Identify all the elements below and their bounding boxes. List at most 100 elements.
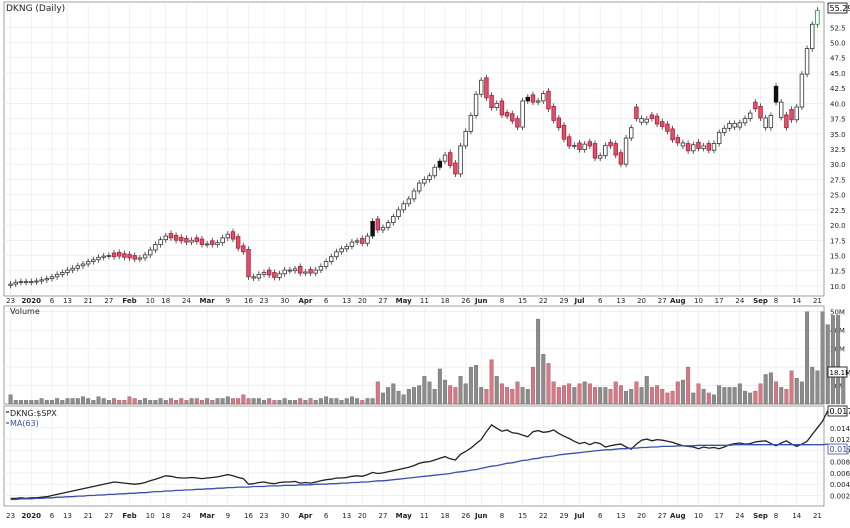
candle	[717, 133, 721, 144]
candle	[438, 161, 442, 167]
x-tick-label-0: 6	[324, 297, 329, 305]
candle	[598, 156, 602, 158]
candle	[159, 240, 163, 245]
x-tick-label-1: 20	[358, 512, 367, 520]
candle	[226, 234, 230, 238]
x-tick-label-0: 29	[560, 297, 569, 305]
volume-bar	[304, 400, 308, 404]
volume-bar	[562, 386, 566, 404]
candle	[485, 78, 489, 98]
x-tick-label-1: May	[396, 512, 412, 520]
volume-bar	[785, 389, 789, 404]
volume-bar	[154, 400, 158, 404]
volume-bar	[836, 315, 840, 404]
price-tick-label: 12.5	[830, 268, 846, 276]
candle	[816, 10, 820, 24]
candle	[759, 106, 763, 118]
x-tick-label-0: Jun	[474, 297, 488, 305]
volume-bar	[200, 400, 204, 404]
x-tick-label-1: 20	[637, 512, 646, 520]
candle	[412, 191, 416, 199]
x-tick-label-1: Apr	[298, 512, 312, 520]
volume-bar	[521, 387, 525, 404]
volume-bar	[583, 382, 587, 404]
candle	[402, 204, 406, 210]
candle	[278, 274, 282, 278]
volume-bar	[314, 400, 318, 404]
ma-series-label: MA(63)	[10, 419, 39, 428]
candle	[676, 137, 680, 142]
volume-bar	[128, 397, 132, 404]
candle	[314, 270, 318, 273]
x-tick-label-1: 24	[182, 512, 191, 520]
x-tick-label-1: 22	[539, 512, 548, 520]
volume-bar	[650, 387, 654, 404]
x-tick-label-1: 30	[280, 512, 289, 520]
volume-bar	[117, 400, 121, 404]
x-tick-label-0: Mar	[200, 297, 216, 305]
candle	[479, 80, 483, 94]
x-tick-label-0: 23	[6, 297, 15, 305]
price-tick-label: 27.5	[830, 176, 846, 184]
volume-bar	[759, 384, 763, 404]
candle	[128, 254, 132, 258]
candle	[340, 249, 344, 252]
volume-bar	[531, 367, 535, 404]
x-tick-label-1: 6	[598, 512, 603, 520]
x-tick-label-1: 14	[792, 512, 801, 520]
volume-bar	[66, 398, 70, 404]
candle	[179, 237, 183, 241]
volume-bar	[293, 400, 297, 404]
candle	[795, 107, 799, 120]
x-tick-label-1: 17	[715, 512, 724, 520]
volume-bar	[733, 387, 737, 404]
ratio-tick-label: 0.004	[830, 481, 850, 489]
x-tick-label-0: 27	[104, 297, 113, 305]
x-tick-label-0: 8	[774, 297, 778, 305]
x-tick-label-0: 24	[182, 297, 191, 305]
volume-bar	[236, 398, 240, 404]
volume-bar	[645, 376, 649, 404]
candle	[609, 142, 613, 146]
x-tick-label-0: 20	[637, 297, 646, 305]
candle	[45, 279, 49, 280]
volume-bar	[500, 384, 504, 404]
price-tick-label: 40.0	[830, 100, 846, 108]
x-tick-label-1: 23	[260, 512, 269, 520]
candle	[671, 129, 675, 140]
x-tick-label-0: 15	[518, 297, 527, 305]
candle	[366, 236, 370, 243]
x-tick-label-0: 11	[420, 297, 429, 305]
candle	[81, 264, 85, 266]
candle	[221, 238, 225, 243]
candle	[29, 282, 33, 283]
candle	[293, 269, 297, 271]
volume-bar	[655, 386, 659, 404]
volume-bar	[754, 391, 758, 404]
candle	[185, 238, 189, 242]
volume-bar	[86, 398, 90, 404]
volume-bar	[588, 384, 592, 404]
candle	[573, 145, 577, 146]
candle	[526, 97, 530, 101]
price-tick-label: 20.0	[830, 222, 846, 230]
volume-bar	[831, 315, 835, 404]
volume-bar	[454, 387, 458, 404]
candle	[779, 102, 783, 117]
volume-bar	[190, 398, 194, 404]
volume-bar	[738, 384, 742, 404]
candle	[304, 272, 308, 273]
volume-bar	[185, 400, 189, 404]
volume-bar	[769, 373, 773, 404]
price-tick-label: 37.5	[830, 116, 846, 124]
x-tick-label-0: May	[396, 297, 412, 305]
volume-bar	[743, 391, 747, 404]
volume-bar	[29, 400, 33, 404]
volume-bar	[257, 398, 261, 404]
volume-bar	[795, 378, 799, 404]
x-tick-label-0: 20	[358, 297, 367, 305]
x-tick-label-0: 22	[539, 297, 548, 305]
x-tick-label-1: 21	[84, 512, 93, 520]
volume-bar	[604, 387, 608, 404]
x-tick-label-1: Feb	[122, 512, 136, 520]
